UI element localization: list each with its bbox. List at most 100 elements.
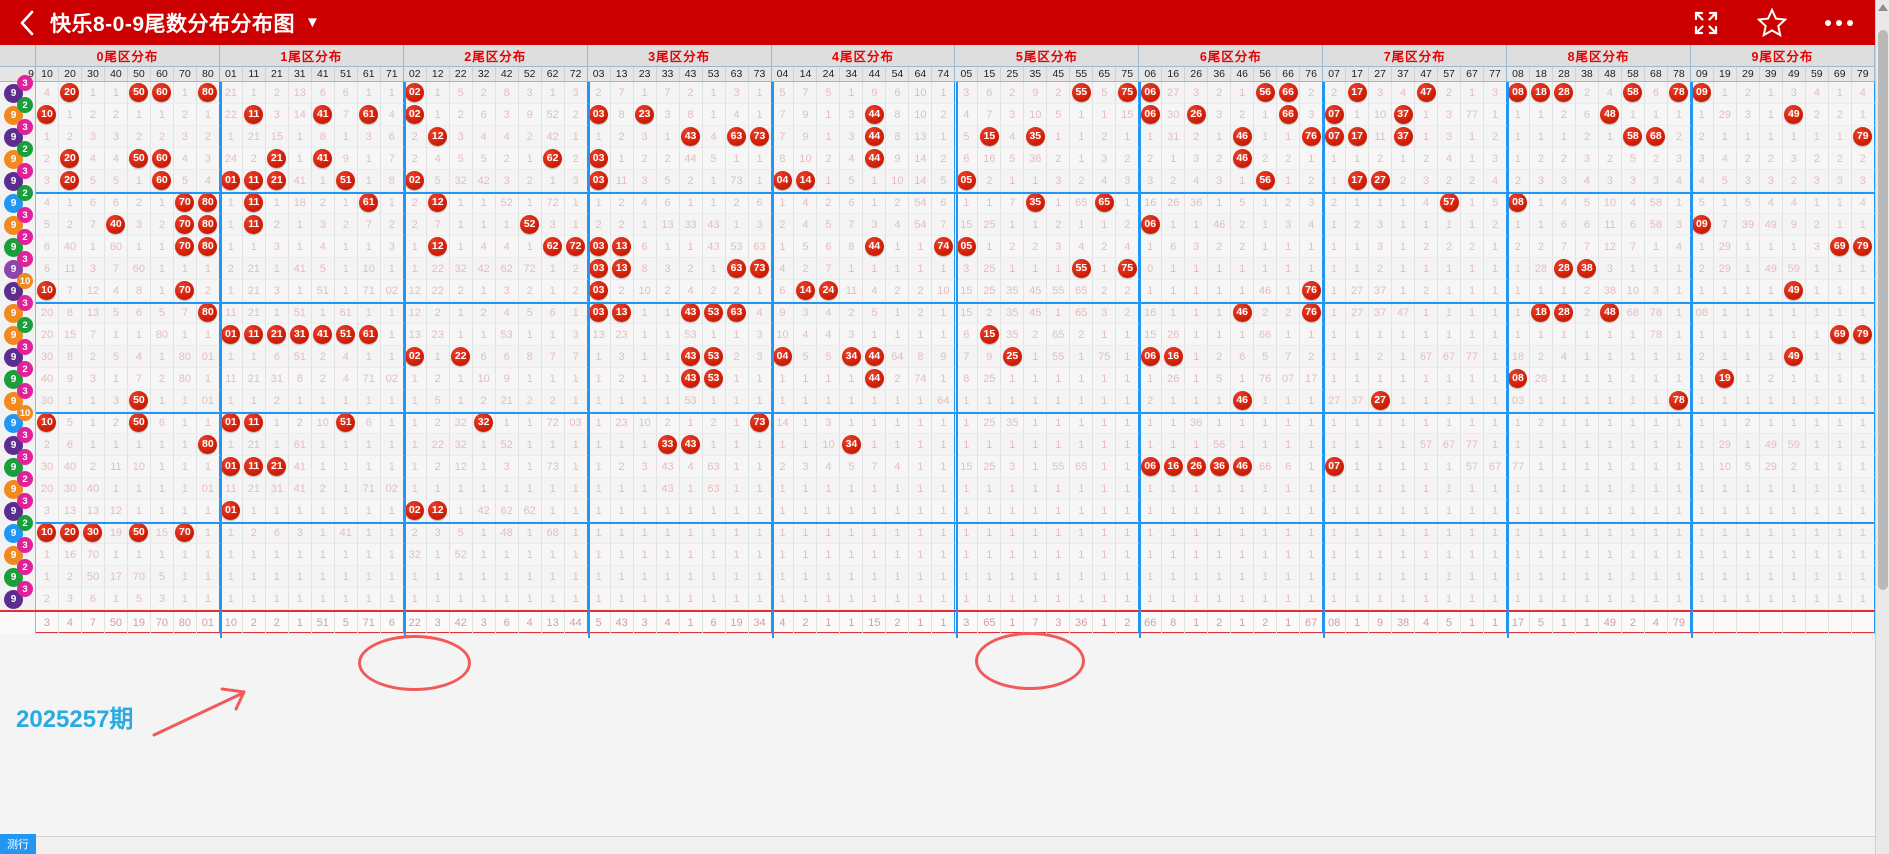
miss-cell: 5: [1231, 192, 1255, 214]
miss-cell: 1: [1047, 544, 1071, 566]
hit-ball-22: 22: [449, 346, 473, 368]
ball-49: 49: [1784, 281, 1804, 300]
column-header-15: 15: [978, 67, 1002, 81]
chevron-down-icon[interactable]: ▼: [305, 14, 320, 31]
group-header-1: 1尾区分布: [219, 45, 404, 66]
miss-cell: 1: [1736, 588, 1760, 610]
ball-06: 06: [1140, 457, 1160, 476]
miss-cell: 1: [863, 390, 887, 412]
miss-cell: 1: [1484, 544, 1507, 566]
miss-cell: 3: [472, 612, 496, 634]
miss-cell: 1: [748, 82, 772, 104]
ball-49: 49: [1784, 105, 1804, 124]
miss-cell: 3: [265, 280, 289, 302]
miss-cell: 6: [840, 192, 864, 214]
miss-cell: 3: [1139, 170, 1163, 192]
miss-cell: 1: [633, 390, 657, 412]
miss-cell: 1: [587, 412, 611, 434]
miss-cell: 2: [1139, 390, 1163, 412]
hit-ball-80: 80: [196, 192, 220, 214]
scroll-up-arrow-icon[interactable]: [1878, 4, 1888, 11]
miss-cell: 12: [104, 500, 128, 522]
miss-cell: 1: [196, 368, 220, 390]
miss-cell: 1: [1621, 456, 1645, 478]
star-icon[interactable]: [1757, 8, 1787, 37]
miss-cell: 3: [426, 612, 450, 634]
miss-cell: 1: [403, 456, 427, 478]
miss-cell: 1: [495, 412, 519, 434]
miss-cell: 03: [564, 412, 588, 434]
miss-cell: 2: [1047, 82, 1071, 104]
miss-cell: 1: [242, 544, 266, 566]
scrollbar-thumb[interactable]: [1878, 30, 1888, 590]
group-header-3: 3尾区分布: [587, 45, 772, 66]
miss-cell: 5: [840, 170, 864, 192]
miss-cell: 1: [1001, 544, 1025, 566]
miss-cell: 1: [633, 82, 657, 104]
hit-ball-79: 79: [1851, 236, 1875, 258]
miss-cell: 4: [127, 346, 151, 368]
miss-cell: 1: [1001, 258, 1025, 280]
expand-icon[interactable]: [1693, 10, 1719, 36]
miss-cell: 1: [1277, 566, 1301, 588]
miss-cell: 76: [1254, 368, 1278, 390]
miss-cell: 42: [541, 126, 565, 148]
miss-cell: 3: [564, 324, 588, 346]
miss-cell: 2: [1369, 346, 1393, 368]
vertical-scrollbar[interactable]: [1875, 0, 1889, 854]
back-chevron-icon[interactable]: [14, 8, 40, 38]
miss-cell: 1: [1024, 456, 1048, 478]
miss-cell: 1: [679, 236, 703, 258]
miss-cell: 4: [1392, 82, 1416, 104]
miss-cell: 1: [265, 544, 289, 566]
miss-cell: 4: [1484, 170, 1507, 192]
miss-cell: 6: [771, 280, 795, 302]
miss-cell: 1: [1736, 280, 1760, 302]
hit-ball-27: 27: [1369, 390, 1393, 412]
miss-cell: 1: [1047, 368, 1071, 390]
ball-79: 79: [1853, 127, 1873, 146]
hit-ball-18: 18: [1529, 302, 1553, 324]
hit-ball-06: 06: [1139, 456, 1163, 478]
row-count-badge: 2: [17, 185, 33, 201]
miss-cell: 51: [288, 302, 312, 324]
miss-cell: 1: [541, 280, 565, 302]
ball-04: 04: [772, 347, 792, 366]
hit-ball-40: 40: [104, 214, 128, 236]
miss-cell: 1: [932, 588, 956, 610]
miss-cell: 1: [1507, 258, 1530, 280]
chart-row: 9 2 2 20 4 4 50 60 4 3 24 2 21 1 41 9 1 7 2 4 5 5 2 1 62 2 03 1 2 2 44…: [0, 141, 1889, 170]
miss-cell: 2: [36, 434, 59, 456]
miss-cell: 3: [863, 214, 887, 236]
miss-cell: 1: [81, 82, 105, 104]
miss-cell: 1: [633, 302, 657, 324]
miss-cell: 7: [1277, 346, 1301, 368]
miss-cell: 1: [1070, 126, 1094, 148]
miss-cell: 40: [36, 368, 59, 390]
miss-cell: 1: [1116, 456, 1140, 478]
miss-cell: 1: [1621, 588, 1645, 610]
miss-cell: 1: [1323, 214, 1347, 236]
column-header-23: 23: [633, 67, 657, 81]
miss-cell: 1: [81, 412, 105, 434]
miss-cell: 1: [817, 368, 841, 390]
more-dots-icon[interactable]: [1825, 19, 1853, 26]
miss-cell: 1: [1323, 236, 1347, 258]
miss-cell: 1: [104, 478, 128, 500]
miss-cell: 1: [1529, 456, 1553, 478]
bottom-status-chip[interactable]: 测行: [0, 834, 36, 854]
miss-cell: 1: [1667, 544, 1691, 566]
miss-cell: 1: [518, 588, 542, 610]
miss-cell: 1: [1690, 478, 1714, 500]
ball-70: 70: [175, 237, 195, 256]
miss-cell: 1: [1759, 390, 1783, 412]
miss-cell: 77: [1461, 104, 1485, 126]
hit-ball-10: 10: [36, 280, 59, 302]
miss-cell: 1: [1231, 588, 1255, 610]
miss-cell: 78: [1644, 324, 1668, 346]
miss-cell: 72: [541, 192, 565, 214]
chart-scroll-area[interactable]: 0尾区分布 1尾区分布 2尾区分布 3尾区分布 4尾区分布 5尾区分布 6尾区分布 7尾区分布…: [0, 45, 1889, 854]
miss-cell: 1: [1598, 456, 1622, 478]
miss-cell: 2: [1575, 126, 1599, 148]
miss-cell: 1: [518, 456, 542, 478]
